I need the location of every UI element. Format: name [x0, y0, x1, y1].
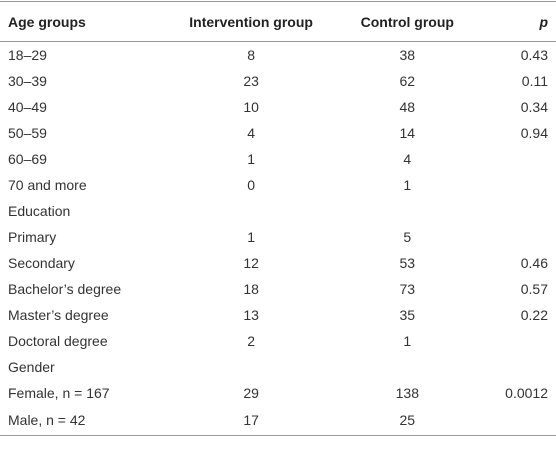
table-cell — [474, 146, 556, 172]
table-cell: 73 — [399, 280, 416, 297]
table-cell: 0.22 — [520, 306, 548, 323]
table-row: 18–29 8 38 0.43 — [0, 42, 556, 68]
table-cell: Bachelor’s degree — [8, 280, 122, 297]
data-table: Age groups Intervention group Control grou… — [0, 1, 556, 436]
table-header: Age groups Intervention group Control grou… — [0, 1, 556, 42]
column-header: Intervention group — [189, 13, 313, 30]
table-cell — [474, 224, 556, 250]
table-cell: 138 — [395, 384, 419, 401]
column-header: Control group — [360, 13, 454, 30]
table-cell: 60–69 — [8, 150, 47, 167]
table-cell: Primary — [8, 228, 57, 245]
table-cell: 70 and more — [8, 176, 87, 193]
table-cell: 50–59 — [8, 124, 47, 141]
table-cell — [474, 354, 556, 380]
table-cell: 25 — [399, 412, 416, 429]
table-cell: 13 — [243, 306, 259, 323]
table-cell: Female, n = 167 — [8, 384, 110, 401]
table-cell — [341, 354, 473, 380]
table-row: Master’s degree 13 35 0.22 — [0, 302, 556, 328]
table-body: 18–29 8 38 0.43 30–39 23 62 0.11 40–49 10 48 0.34 50… — [0, 42, 556, 436]
table-cell: 18–29 — [8, 46, 47, 63]
table-cell — [474, 328, 556, 354]
table-row: Education — [0, 198, 556, 224]
table-cell — [474, 198, 556, 224]
table-row: 30–39 23 62 0.11 — [0, 68, 556, 94]
table-row: Gender — [0, 354, 556, 380]
header-row: Age groups Intervention group Control grou… — [0, 1, 556, 42]
table-cell: 4 — [247, 124, 255, 141]
table-cell: 18 — [243, 280, 259, 297]
table-cell: 0.34 — [520, 98, 548, 115]
table-cell: Education — [8, 202, 71, 219]
table-cell — [474, 406, 556, 436]
table-cell: 17 — [243, 412, 259, 429]
table-cell: 1 — [247, 228, 255, 245]
table-row: 60–69 1 4 — [0, 146, 556, 172]
table-cell — [474, 172, 556, 198]
table-row: 40–49 10 48 0.34 — [0, 94, 556, 120]
table-cell: 0.57 — [520, 280, 548, 297]
table-cell: Doctoral degree — [8, 332, 108, 349]
table-cell: 62 — [399, 72, 416, 89]
table-row: Female, n = 167 29 138 0.0012 — [0, 380, 556, 406]
table-cell: 38 — [399, 46, 416, 63]
table-cell: 1 — [247, 150, 255, 167]
table-cell: Secondary — [8, 254, 75, 271]
table-cell: 12 — [243, 254, 259, 271]
column-header: p — [539, 13, 548, 30]
table-cell: 8 — [247, 46, 255, 63]
table-cell — [341, 198, 473, 224]
table-cell: 1 — [403, 176, 412, 193]
table-row: Bachelor’s degree 18 73 0.57 — [0, 276, 556, 302]
table-cell — [161, 198, 341, 224]
table-cell: 48 — [399, 98, 416, 115]
table-row: Doctoral degree 2 1 — [0, 328, 556, 354]
table-cell: 4 — [403, 150, 412, 167]
table-cell: 2 — [247, 332, 255, 349]
table-row: 70 and more 0 1 — [0, 172, 556, 198]
table-cell: Male, n = 42 — [8, 412, 86, 429]
table-cell: 40–49 — [8, 98, 47, 115]
table-cell: 0 — [247, 176, 255, 193]
table-cell: 35 — [399, 306, 416, 323]
table-cell: 29 — [243, 384, 259, 401]
table-cell: 53 — [399, 254, 416, 271]
table-cell: 14 — [399, 124, 416, 141]
table-row: Secondary 12 53 0.46 — [0, 250, 556, 276]
table-row: Male, n = 42 17 25 — [0, 406, 556, 436]
table-cell: 0.11 — [521, 72, 548, 89]
table-cell: 0.46 — [520, 254, 548, 271]
table-cell: 0.43 — [520, 46, 548, 63]
column-header: Age groups — [8, 13, 86, 30]
table-row: 50–59 4 14 0.94 — [0, 120, 556, 146]
table-cell: 0.94 — [520, 124, 548, 141]
table-cell: 1 — [403, 332, 412, 349]
table-row: Primary 1 5 — [0, 224, 556, 250]
table-cell: 5 — [403, 228, 412, 245]
table-cell: 0.0012 — [505, 384, 548, 401]
table-cell: Gender — [8, 358, 55, 375]
table-cell: 23 — [243, 72, 259, 89]
table-cell — [161, 354, 341, 380]
table-cell: 10 — [243, 98, 259, 115]
table-cell: 30–39 — [8, 72, 47, 89]
table-cell: Master’s degree — [8, 306, 109, 323]
